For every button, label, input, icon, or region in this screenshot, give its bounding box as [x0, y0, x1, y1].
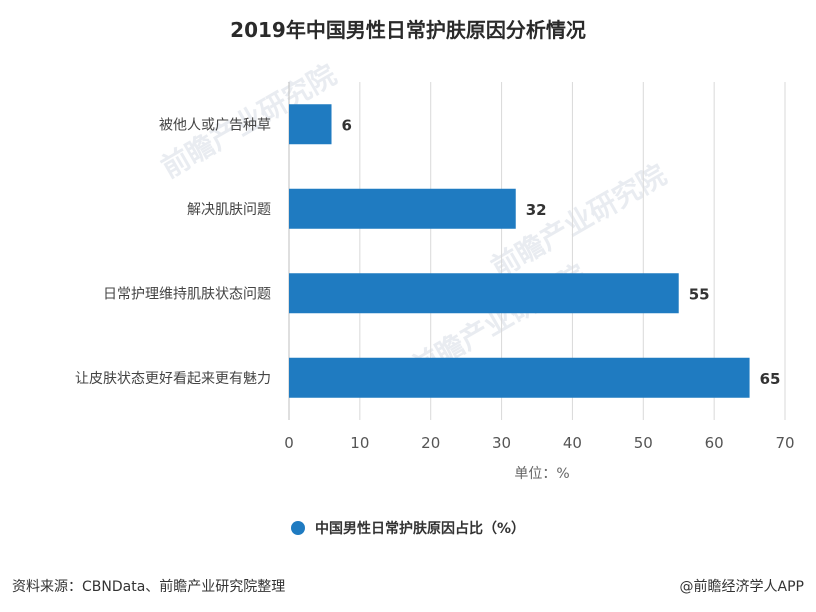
- bar-3: [289, 357, 750, 398]
- x-tick-label: 0: [284, 434, 294, 452]
- data-label: 65: [760, 370, 781, 388]
- data-label: 55: [689, 285, 710, 303]
- chart-legend: 中国男性日常护肤原因占比（%）: [0, 518, 816, 538]
- x-tick-label: 20: [421, 434, 440, 452]
- unit-label: 单位：%: [514, 466, 569, 482]
- credit-note: @前瞻经济学人APP: [679, 579, 804, 595]
- legend-marker: [290, 521, 305, 535]
- bar-2: [289, 273, 679, 314]
- x-tick-label: 70: [775, 434, 794, 452]
- x-tick-label: 40: [563, 434, 582, 452]
- category-label: 被他人或广告种草: [159, 117, 271, 133]
- x-tick-label: 10: [350, 434, 369, 452]
- category-label: 日常护理维持肌肤状态问题: [103, 286, 271, 302]
- x-tick-label: 30: [492, 434, 511, 452]
- data-label: 6: [342, 116, 352, 134]
- bar-1: [289, 188, 516, 229]
- data-label: 32: [526, 201, 547, 219]
- category-label: 让皮肤状态更好看起来更有魅力: [75, 371, 271, 387]
- legend-label: 中国男性日常护肤原因占比（%）: [314, 521, 526, 537]
- chart-title: 2019年中国男性日常护肤原因分析情况: [230, 18, 586, 42]
- bar-0: [289, 104, 332, 145]
- x-tick-label: 60: [705, 434, 724, 452]
- category-label: 解决肌肤问题: [187, 202, 271, 218]
- x-tick-label: 50: [634, 434, 653, 452]
- source-note: 资料来源：CBNData、前瞻产业研究院整理: [12, 579, 286, 595]
